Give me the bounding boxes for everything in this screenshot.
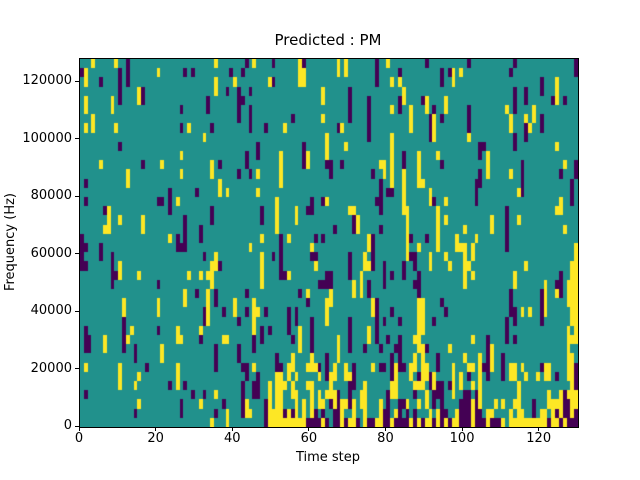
x-tick-label: 40 bbox=[223, 431, 241, 446]
y-tick-label: 60000 bbox=[30, 245, 72, 261]
y-tick-mark bbox=[75, 425, 79, 427]
x-tick-mark bbox=[308, 427, 310, 431]
y-tick-label: 120000 bbox=[22, 73, 72, 88]
x-tick-mark bbox=[78, 427, 80, 431]
y-tick-label: 20000 bbox=[30, 360, 72, 376]
y-tick-label: 40000 bbox=[30, 303, 72, 318]
y-tick-mark bbox=[75, 368, 79, 369]
y-axis-label: Frequency (Hz) bbox=[3, 192, 18, 292]
y-tick-mark bbox=[75, 253, 79, 254]
y-tick-label: 80000 bbox=[30, 188, 72, 203]
x-tick-mark bbox=[155, 427, 157, 431]
plot-area bbox=[79, 58, 579, 428]
x-tick-mark bbox=[231, 427, 233, 431]
heatmap-canvas bbox=[80, 59, 578, 427]
x-tick-label: 100 bbox=[449, 431, 475, 446]
y-tick-label: 0 bbox=[63, 418, 72, 433]
y-tick-label: 100000 bbox=[22, 130, 72, 146]
x-tick-mark bbox=[384, 427, 386, 431]
x-tick-label: 120 bbox=[526, 431, 552, 446]
x-tick-label: 0 bbox=[74, 431, 84, 446]
x-tick-label: 20 bbox=[147, 431, 164, 446]
x-tick-mark bbox=[461, 427, 463, 431]
x-tick-mark bbox=[538, 427, 540, 431]
x-tick-label: 80 bbox=[377, 431, 394, 446]
y-tick-mark bbox=[75, 138, 79, 139]
x-axis-label: Time step bbox=[295, 450, 361, 465]
y-tick-mark bbox=[75, 80, 79, 82]
chart-title: Predicted : PM bbox=[274, 31, 382, 49]
x-tick-label: 60 bbox=[300, 431, 318, 446]
y-tick-mark bbox=[75, 310, 79, 312]
y-tick-mark bbox=[75, 195, 79, 197]
